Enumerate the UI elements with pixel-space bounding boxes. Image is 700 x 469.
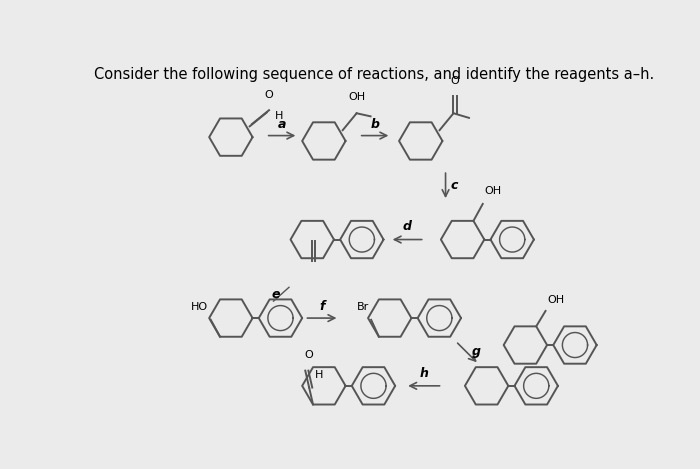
Text: d: d	[402, 220, 412, 234]
Text: g: g	[472, 345, 481, 358]
Text: f: f	[319, 301, 325, 313]
Text: h: h	[419, 367, 428, 380]
Text: OH: OH	[547, 295, 564, 305]
Text: HO: HO	[190, 302, 208, 312]
Text: O: O	[264, 90, 272, 100]
Text: H: H	[274, 111, 283, 121]
Text: OH: OH	[484, 186, 501, 196]
Text: c: c	[451, 179, 458, 192]
Text: b: b	[370, 118, 379, 131]
Text: e: e	[272, 288, 280, 302]
Text: OH: OH	[348, 92, 365, 103]
Text: O: O	[304, 350, 314, 360]
Text: Br: Br	[358, 302, 370, 312]
Text: a: a	[278, 118, 286, 131]
Text: Consider the following sequence of reactions, and identify the reagents a–h.: Consider the following sequence of react…	[94, 67, 654, 82]
Text: O: O	[451, 76, 459, 85]
Text: H: H	[315, 370, 323, 380]
